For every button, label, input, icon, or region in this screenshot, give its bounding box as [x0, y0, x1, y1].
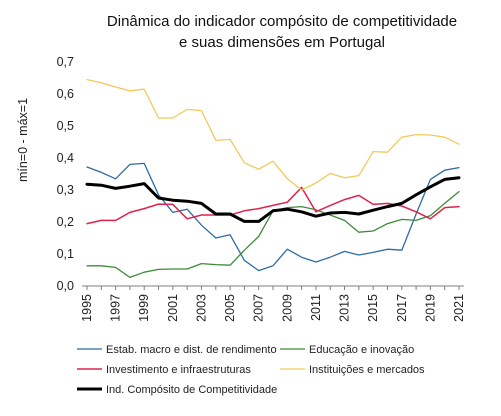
y-tick-label: 0,1	[57, 247, 74, 261]
legend-label-3: Investimento e infraestruturas	[106, 364, 251, 376]
legend-label-1: Estab. macro e dist. de rendimento	[106, 344, 277, 356]
x-tick-label: 2013	[338, 294, 352, 322]
x-tick-label: 2021	[452, 294, 466, 322]
x-tick-label: 2001	[166, 294, 180, 322]
chart-title-line-1: Dinâmica do indicador compósito de compe…	[107, 13, 457, 30]
x-tick-label: 2011	[309, 294, 323, 321]
x-tick-label: 2003	[194, 294, 208, 322]
legend-label-5: Ind. Compósito de Competitividade	[106, 384, 277, 396]
x-tick-label: 1995	[80, 294, 94, 322]
x-tick-label: 1999	[137, 294, 151, 322]
x-tick-label: 2017	[395, 294, 409, 322]
y-axis-label: mín=0 - máx=1	[16, 98, 30, 182]
y-tick-label: 0,7	[57, 55, 74, 69]
series-line-3	[86, 186, 460, 225]
x-tick-label: 2019	[423, 294, 437, 322]
x-tick-label: 2015	[366, 294, 380, 322]
y-tick-label: 0,6	[57, 87, 74, 101]
y-tick-label: 0,4	[57, 151, 74, 165]
legend: Estab. macro e dist. de rendimento Educaç…	[77, 344, 425, 396]
y-tick-label: 0,3	[57, 183, 74, 197]
x-tick-label: 2009	[280, 294, 294, 322]
x-tick-label: 2005	[223, 294, 237, 322]
x-tick-label: 1997	[109, 294, 123, 322]
series-line-2	[86, 190, 460, 279]
legend-label-4: Instituições e mercados	[309, 364, 425, 376]
series-line-5	[85, 176, 461, 223]
x-tick-label: 2007	[252, 294, 266, 322]
y-tick-label: 0,5	[57, 119, 74, 133]
chart-title-line-2: e suas dimensões em Portugal	[179, 34, 385, 51]
y-tick-label: 0,0	[57, 279, 74, 293]
plot-area: 0,0 0,1 0,2 0,3 0,4 0,5 0,6 0,7 1995 1997 1999 2001…	[57, 55, 466, 322]
series-line-1	[86, 162, 460, 272]
legend-label-2: Educação e inovação	[309, 344, 414, 356]
series-line-4	[86, 78, 460, 191]
y-tick-label: 0,2	[57, 215, 74, 229]
